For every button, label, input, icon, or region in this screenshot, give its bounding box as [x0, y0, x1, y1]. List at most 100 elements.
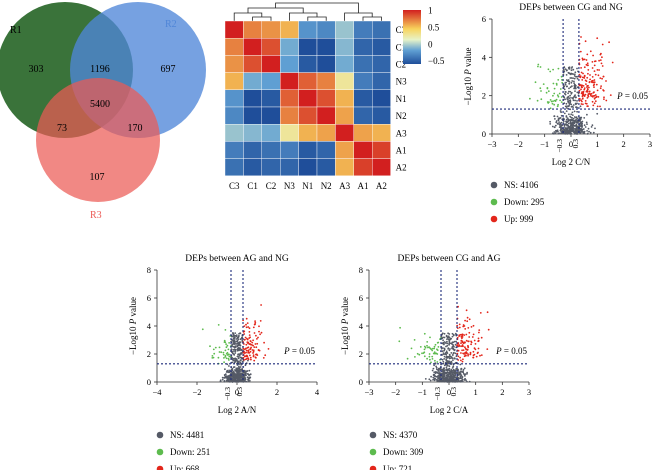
- volcano-point: [236, 342, 239, 345]
- volcano-point: [444, 342, 447, 344]
- volcano-point: [448, 343, 450, 346]
- venn-diagram: R1 R2 R3 303 697 1196 5400 73 170 107: [0, 2, 206, 221]
- volcano-point: [560, 130, 562, 132]
- volcano-point: [566, 124, 569, 126]
- volcano-point: [235, 338, 238, 340]
- volcano-point: [452, 352, 455, 355]
- volcano-point: [600, 85, 602, 87]
- volcano-point: [570, 116, 572, 119]
- volcano-point: [574, 131, 577, 133]
- volcano-point: [566, 96, 569, 99]
- volcano-point: [587, 93, 590, 96]
- heatmap-cell-N3-N2: [316, 72, 336, 90]
- volcano-point: [559, 132, 561, 135]
- volcano-point: [218, 346, 221, 349]
- volcano-point: [245, 347, 248, 350]
- volcano-point: [423, 351, 426, 354]
- volcano-point: [564, 93, 567, 96]
- x-tick-label: 0: [569, 139, 573, 149]
- volcano-point: [442, 339, 444, 342]
- volcano-point: [253, 359, 256, 362]
- volcano-point: [600, 62, 603, 65]
- volcano-point: [579, 50, 582, 53]
- volcano-point: [228, 359, 230, 361]
- volcano-point: [431, 347, 434, 350]
- volcano-point: [201, 328, 204, 331]
- legend-marker: [490, 181, 498, 189]
- heatmap-row-label: C3: [396, 25, 407, 35]
- volcano-point: [585, 121, 588, 124]
- heatmap-row-label: N1: [396, 94, 407, 104]
- volcano-point: [594, 60, 597, 62]
- volcano-point: [238, 341, 241, 343]
- volcano-point: [445, 350, 448, 353]
- heatmap-cell-N1-C1: [243, 89, 262, 108]
- volcano-point: [471, 336, 474, 338]
- volcano-point: [246, 346, 249, 349]
- volcano-point: [436, 375, 439, 378]
- venn-circle-r3: [36, 78, 160, 202]
- volcano-point: [597, 96, 600, 98]
- volcano-point: [236, 337, 239, 340]
- volcano-point: [609, 94, 612, 96]
- volcano-point: [249, 373, 252, 376]
- volcano-point: [575, 106, 577, 109]
- volcano-point: [237, 371, 240, 374]
- volcano-point: [247, 379, 250, 382]
- volcano-point: [254, 320, 256, 322]
- volcano-point: [433, 347, 436, 350]
- volcano-point: [576, 67, 578, 70]
- volcano-point: [557, 132, 560, 135]
- volcano-point: [447, 355, 449, 358]
- y-tick-label: 6: [482, 14, 486, 24]
- heatmap-cell-C2-N3: [280, 55, 299, 73]
- volcano-point: [237, 347, 240, 349]
- heatmap-cell-C1-A1: [353, 38, 373, 56]
- volcano-plot-cg-vs-ng: −3 −2 −1 0 1 2 3 0 2 4 6 DEPs between CG and NG Log …: [463, 3, 652, 224]
- volcano-point: [462, 349, 465, 351]
- volcano-point: [232, 378, 235, 380]
- volcano-point: [558, 92, 561, 95]
- volcano-point: [228, 369, 231, 372]
- volcano-point: [444, 376, 446, 378]
- legend-marker: [369, 448, 377, 456]
- volcano-point: [568, 90, 570, 93]
- volcano-point: [232, 332, 235, 334]
- heatmap-cell-A3-C2: [261, 123, 281, 142]
- volcano-point: [567, 100, 569, 102]
- volcano-point: [572, 73, 575, 75]
- volcano-point: [251, 349, 254, 351]
- volcano-point: [574, 94, 576, 96]
- volcano-point: [236, 349, 239, 352]
- volcano-point: [241, 368, 244, 370]
- volcano-point: [430, 361, 432, 364]
- volcano-point: [576, 77, 579, 80]
- volcano-point: [568, 82, 571, 85]
- volcano-point: [448, 340, 451, 343]
- volcano-point: [554, 124, 557, 127]
- volcano-point: [603, 96, 605, 99]
- volcano-point: [480, 354, 483, 356]
- volcano-point: [573, 80, 575, 83]
- y-tick-label: 8: [147, 265, 151, 275]
- volcano-point: [599, 59, 602, 61]
- volcano-point: [549, 120, 551, 123]
- heatmap-cell-A3-A1: [353, 123, 373, 142]
- volcano-point: [594, 94, 597, 96]
- volcano-point: [539, 87, 542, 90]
- volcano-point: [587, 84, 589, 87]
- volcano-point: [448, 381, 451, 383]
- volcano-point: [428, 378, 431, 381]
- volcano-point: [556, 94, 559, 97]
- volcano-point: [563, 66, 566, 69]
- volcano-point: [593, 70, 596, 72]
- heatmap-column-label: A2: [376, 181, 387, 191]
- volcano-point: [588, 81, 591, 84]
- x-tick-label: 3: [527, 387, 531, 397]
- volcano-point: [583, 87, 586, 89]
- x-tick-label: 0: [235, 387, 239, 397]
- volcano-point: [571, 111, 574, 114]
- volcano-point: [579, 105, 582, 108]
- volcano-point: [430, 348, 433, 351]
